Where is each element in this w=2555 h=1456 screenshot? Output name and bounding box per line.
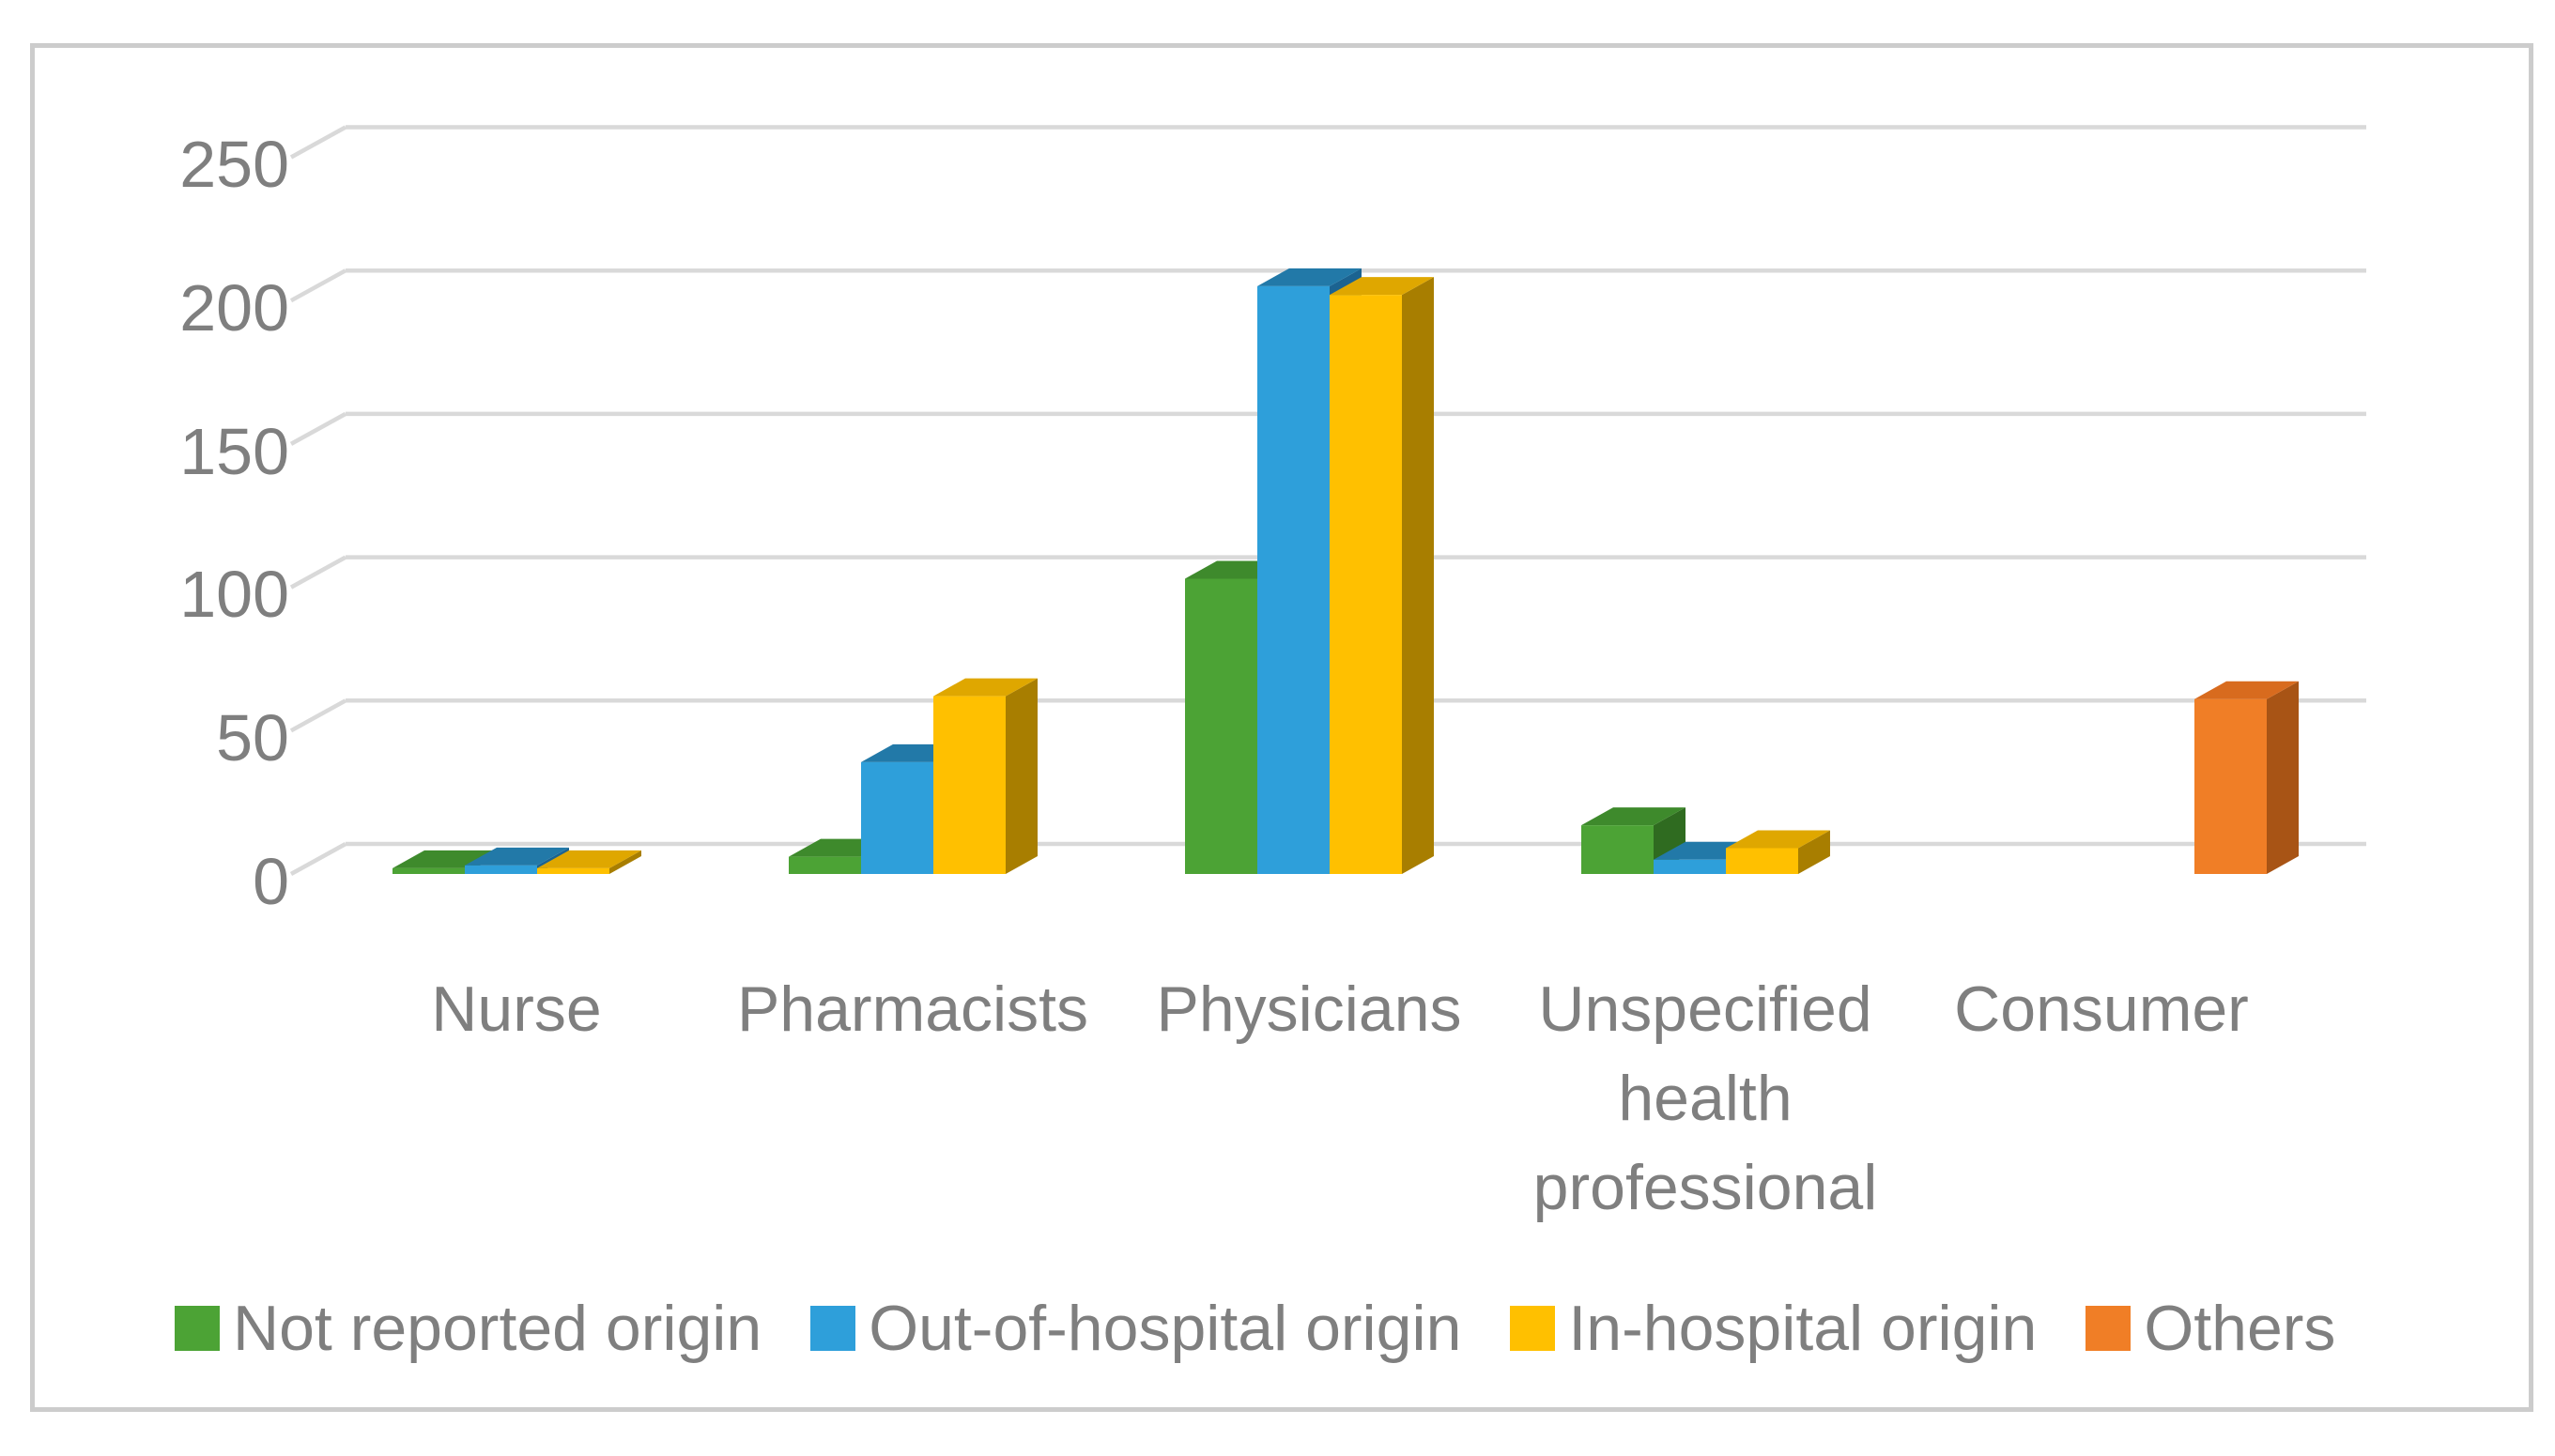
legend-swatch-green-icon bbox=[175, 1306, 220, 1351]
legend-label: Not reported origin bbox=[233, 1293, 762, 1364]
bar-front-face bbox=[2194, 698, 2267, 874]
bar-side-face bbox=[2267, 681, 2299, 874]
y-tick-50: 50 bbox=[216, 701, 289, 774]
bar-front-face bbox=[1726, 848, 1798, 874]
tick-mark-200 bbox=[289, 268, 347, 303]
y-tick-200: 200 bbox=[179, 271, 289, 345]
bar-side-face bbox=[1402, 277, 1434, 874]
bar-top-face bbox=[2194, 681, 2299, 699]
bar-top-face bbox=[537, 850, 641, 868]
bar-top-face bbox=[1581, 807, 1685, 826]
y-tick-0: 0 bbox=[253, 845, 289, 918]
bar-front-face bbox=[392, 867, 465, 874]
legend: Not reported origin Out-of-hospital orig… bbox=[175, 1295, 2335, 1361]
legend-label: Others bbox=[2144, 1293, 2336, 1364]
legend-swatch-orange-icon bbox=[2086, 1306, 2132, 1351]
bar-front-face bbox=[1654, 859, 1726, 874]
bar-side-face bbox=[609, 850, 641, 874]
bar-front-face bbox=[933, 696, 1006, 874]
bar-physicians-in-hospital-origin bbox=[1330, 277, 1434, 874]
tick-mark-150 bbox=[289, 411, 347, 446]
category-label-physicians: Physicians bbox=[1156, 973, 1462, 1045]
y-tick-250: 250 bbox=[179, 128, 289, 201]
legend-item-not-reported-origin: Not reported origin bbox=[175, 1295, 762, 1361]
bar-top-face bbox=[933, 678, 1038, 697]
tick-mark-100 bbox=[289, 555, 347, 590]
bar-front-face bbox=[1185, 578, 1257, 874]
bar-side-face bbox=[1798, 830, 1830, 874]
legend-label: In-hospital origin bbox=[1568, 1293, 2038, 1364]
legend-item-out-of-hospital-origin: Out-of-hospital origin bbox=[810, 1295, 1461, 1361]
tick-mark-0 bbox=[289, 842, 347, 876]
y-tick-100: 100 bbox=[179, 558, 289, 631]
bar-top-face bbox=[1330, 277, 1434, 296]
y-tick-150: 150 bbox=[179, 415, 289, 488]
bar-front-face bbox=[1257, 285, 1330, 874]
bar-top-face bbox=[465, 847, 569, 866]
tick-mark-250 bbox=[289, 125, 347, 160]
bar-front-face bbox=[465, 865, 537, 874]
bar-consumer-others bbox=[2194, 681, 2299, 874]
tick-mark-50 bbox=[289, 698, 347, 733]
bar-side-face bbox=[1006, 678, 1038, 874]
legend-item-in-hospital-origin: In-hospital origin bbox=[1510, 1295, 2037, 1361]
bar-unspecified-health-professional-in-hospital-origin bbox=[1726, 830, 1830, 874]
bar-top-face bbox=[1726, 830, 1830, 849]
legend-swatch-yellow-icon bbox=[1510, 1306, 1556, 1351]
category-label-consumer: Consumer bbox=[1954, 973, 2249, 1045]
bar-front-face bbox=[861, 761, 933, 874]
bar-front-face bbox=[537, 867, 609, 874]
bar-front-face bbox=[789, 856, 861, 874]
bar-pharmacists-in-hospital-origin bbox=[933, 678, 1038, 874]
legend-swatch-blue-icon bbox=[810, 1306, 856, 1351]
bar-front-face bbox=[1330, 295, 1402, 874]
bar-front-face bbox=[1581, 825, 1654, 874]
category-label-unspecified-health-professional: Unspecified health professional bbox=[1532, 973, 1878, 1223]
legend-item-others: Others bbox=[2086, 1295, 2335, 1361]
category-label-pharmacists: Pharmacists bbox=[736, 973, 1089, 1045]
bar-top-face bbox=[1257, 268, 1362, 286]
bar-nurse-in-hospital-origin bbox=[537, 850, 641, 874]
category-label-nurse: Nurse bbox=[431, 973, 602, 1045]
legend-label: Out-of-hospital origin bbox=[869, 1293, 1462, 1364]
